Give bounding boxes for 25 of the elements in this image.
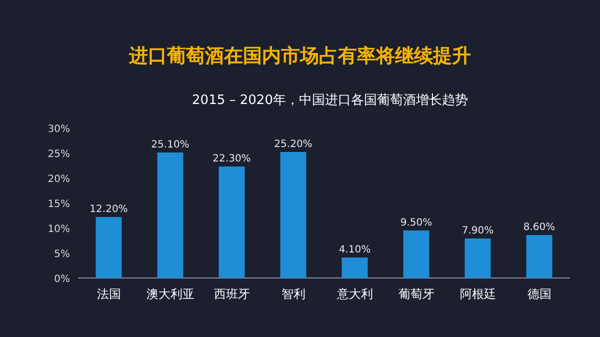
y-tick-label: 30% bbox=[48, 124, 70, 135]
data-label: 25.10% bbox=[151, 140, 190, 150]
y-tick-label: 5% bbox=[54, 249, 70, 260]
data-label: 12.20% bbox=[90, 204, 128, 215]
x-tick-label: 澳大利亚 bbox=[146, 287, 194, 301]
data-label: 8.60% bbox=[523, 222, 556, 233]
y-tick-label: 15% bbox=[48, 199, 70, 210]
x-tick-label: 法国 bbox=[96, 287, 121, 301]
chart-subtitle: 2015 – 2020年，中国进口各国葡萄酒增长趋势 bbox=[192, 93, 468, 108]
data-label: 4.10% bbox=[338, 244, 371, 256]
data-label: 7.90% bbox=[462, 226, 494, 236]
y-tick-label: 10% bbox=[48, 224, 70, 235]
y-tick-label: 20% bbox=[48, 174, 70, 185]
x-tick-label: 德国 bbox=[527, 287, 552, 301]
x-tick-label: 意大利 bbox=[336, 287, 373, 301]
y-tick-label: 25% bbox=[48, 149, 70, 160]
data-label: 22.30% bbox=[212, 154, 251, 164]
x-tick-label: 阿根廷 bbox=[460, 287, 496, 301]
x-tick-label: 葡萄牙 bbox=[398, 287, 434, 301]
chart-title: 进口葡萄酒在国内市场占有率将继续提升 bbox=[128, 45, 471, 67]
y-tick-label: 0% bbox=[54, 274, 70, 285]
data-label: 25.20% bbox=[274, 139, 312, 150]
x-tick-label: 西班牙 bbox=[214, 287, 250, 301]
x-tick-label: 智利 bbox=[281, 287, 306, 301]
data-label: 9.50% bbox=[400, 218, 432, 228]
